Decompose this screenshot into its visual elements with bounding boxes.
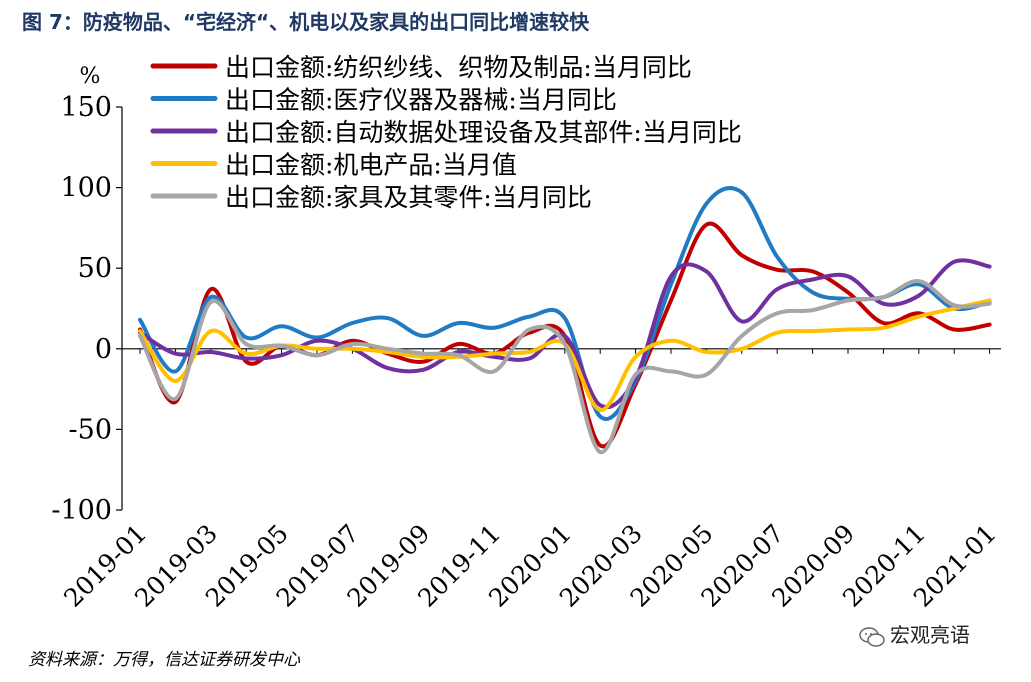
series-line-3	[138, 258, 992, 409]
series-line-2	[138, 186, 992, 421]
y-tick-label: 100	[60, 173, 112, 204]
y-tick-label: -100	[51, 495, 112, 526]
legend-label-2: 出口金额:医疗仪器及器械:当月同比	[225, 86, 617, 115]
legend-label-4: 出口金额:机电产品:当月值	[225, 151, 517, 180]
source-note: 资料来源：万得，信达证券研发中心	[28, 650, 300, 670]
legend-label-1: 出口金额:纺织纱线、织物及制品:当月同比	[225, 53, 692, 82]
figure-title: 图 7：防疫物品、“宅经济“、机电以及家具的出口同比增速较快	[22, 10, 590, 34]
watermark: 宏观亮语	[858, 619, 970, 648]
legend-label-5: 出口金额:家具及其零件:当月同比	[225, 183, 592, 212]
y-tick-label: 50	[78, 253, 112, 284]
legend-label-3: 出口金额:自动数据处理设备及其部件:当月同比	[225, 118, 742, 147]
y-tick-label: 0	[95, 334, 112, 365]
wechat-icon	[859, 626, 885, 647]
chart-legend: 出口金额:纺织纱线、织物及制品:当月同比出口金额:医疗仪器及器械:当月同比出口金…	[150, 53, 742, 212]
y-axis-unit-label: %	[80, 64, 101, 89]
y-tick-label: -50	[69, 414, 112, 445]
y-tick-label: 150	[60, 92, 112, 123]
watermark-text: 宏观亮语	[890, 623, 970, 647]
series-line-5	[138, 279, 992, 455]
chart-axes: -100-50050100150%2019-012019-032019-0520…	[51, 64, 1002, 613]
chart-series-lines	[138, 186, 992, 455]
